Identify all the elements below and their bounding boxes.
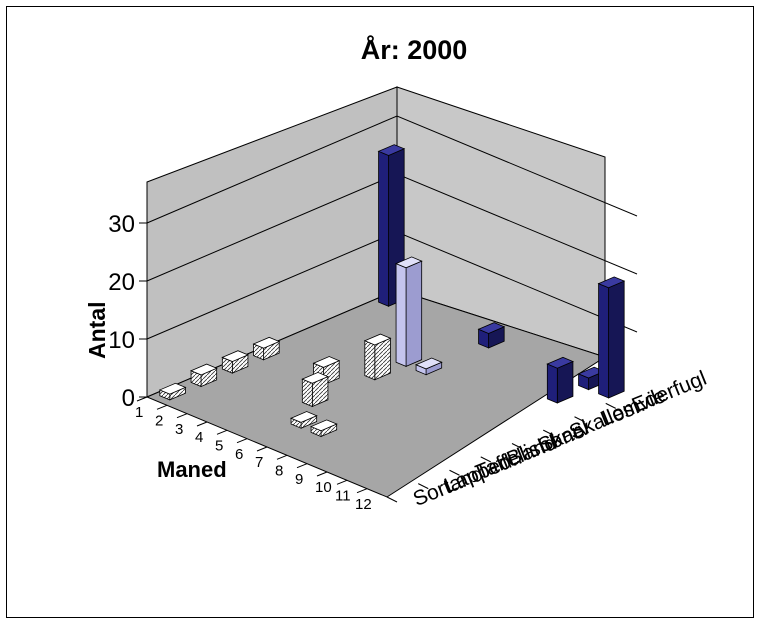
month-tick-mark: [316, 471, 328, 477]
species-tick-mark: [574, 416, 585, 423]
bar: [597, 276, 626, 399]
month-tick-mark: [256, 446, 268, 452]
y-tick-label: 10: [108, 327, 135, 354]
month-ticks: 1 2 3 4 5 6 7 8 9 10 11 12: [135, 396, 372, 513]
month-tick-mark: [356, 488, 368, 494]
gridline: [146, 115, 638, 224]
month-tick-label: 2: [155, 413, 163, 430]
species-tick-mark: [543, 429, 554, 436]
y-tick-label: 0: [122, 385, 135, 412]
chart-frame: 0 10 20 30 1 2 3 4 5 6 7 8 9 10 11 12 Sortand Lapped.. T…: [6, 6, 754, 618]
y-axis-label: Antal: [84, 302, 110, 360]
bar: [395, 256, 423, 367]
species-tick-mark: [449, 469, 460, 476]
y-tick-label: 20: [108, 269, 135, 296]
month-tick-label: 11: [335, 488, 351, 505]
bar: [363, 333, 392, 381]
bar: [415, 357, 443, 376]
species-tick-mark: [480, 456, 491, 463]
month-tick-label: 10: [315, 479, 332, 496]
bar: [477, 322, 506, 349]
month-tick-label: 1: [135, 404, 143, 421]
bar: [221, 350, 249, 374]
species-tick-mark: [511, 443, 523, 449]
bar: [301, 372, 329, 408]
bar: [190, 363, 218, 388]
month-tick-label: 4: [195, 429, 203, 446]
month-tick-label: 8: [275, 463, 283, 480]
y-ticks: 0 10 20 30: [108, 211, 147, 412]
month-tick-label: 12: [355, 496, 372, 513]
bar: [158, 382, 187, 401]
month-tick-mark: [136, 396, 148, 402]
month-tick-mark: [296, 463, 308, 469]
month-tick-label: 9: [295, 471, 303, 488]
species-tick-label: Ederfugl: [629, 367, 710, 418]
month-tick-mark: [336, 479, 348, 485]
y-tick-label: 30: [108, 211, 135, 238]
month-tick-mark: [196, 421, 208, 427]
month-tick-mark: [176, 413, 188, 419]
chart-title: År: 2000: [361, 34, 468, 65]
month-tick-mark: [216, 429, 228, 435]
bars: [158, 144, 626, 438]
bar: [310, 419, 338, 438]
month-tick-label: 3: [175, 421, 183, 438]
bar: [546, 356, 574, 404]
bar: [252, 336, 281, 361]
month-tick-mark: [276, 454, 288, 460]
month-tick-label: 6: [235, 446, 243, 463]
month-tick-label: 7: [255, 454, 263, 471]
month-tick-mark: [236, 438, 248, 444]
x-axis-label: Maned: [157, 457, 227, 482]
month-tick-label: 5: [215, 438, 223, 455]
species-tick-mark: [418, 483, 429, 490]
species-tick-mark: [386, 496, 398, 503]
species-tick-mark: [605, 402, 616, 409]
month-tick-mark: [156, 404, 168, 410]
bar: [290, 411, 318, 429]
